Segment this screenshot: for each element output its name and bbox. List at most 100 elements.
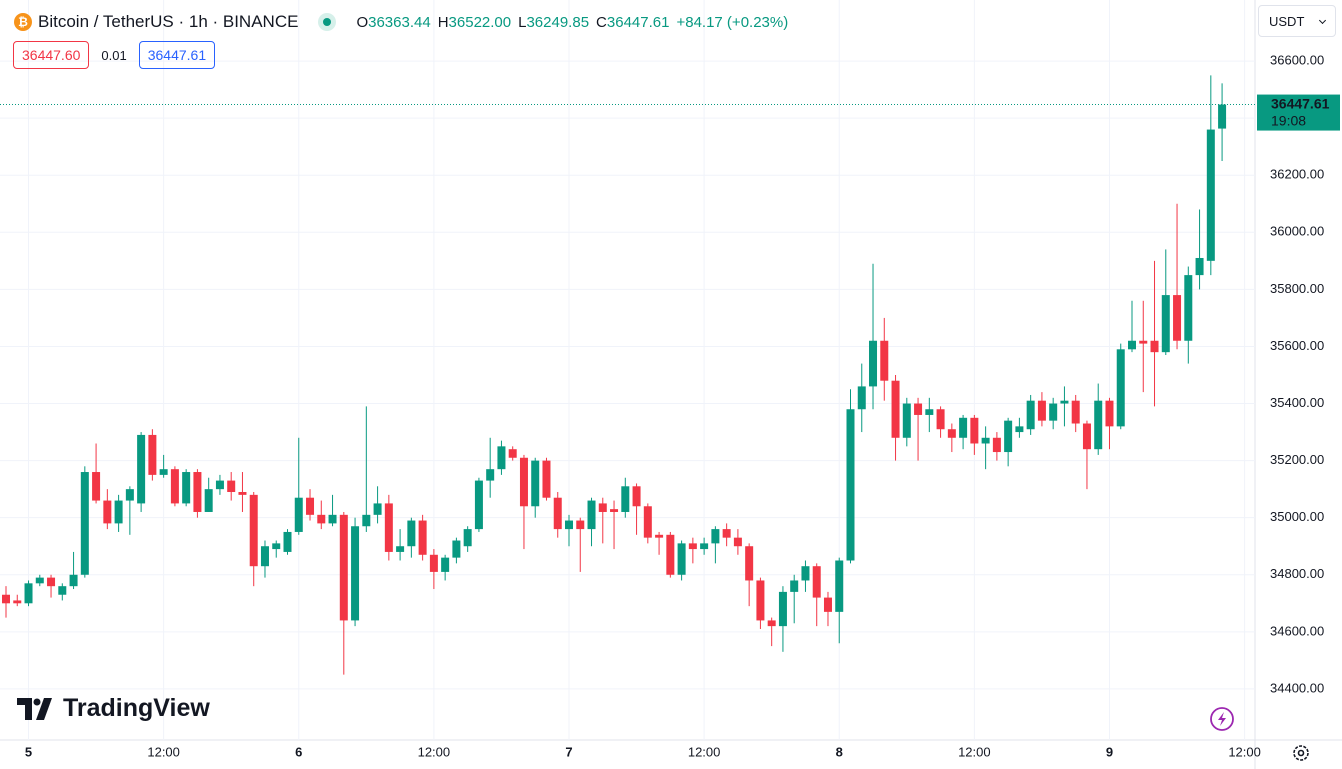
sell-price[interactable]: 36447.60	[13, 41, 90, 69]
symbol-header: ₿ Bitcoin / TetherUS · 1h · BINANCE O363…	[14, 9, 788, 35]
candle-body	[621, 486, 630, 512]
x-tick-label: 5	[25, 744, 32, 759]
candle-body	[756, 580, 765, 621]
ohlc-value: 36363.44	[368, 13, 431, 31]
candle-body	[677, 543, 686, 575]
candle-body	[812, 566, 821, 598]
settings-icon-core	[1297, 749, 1305, 757]
candle-body	[24, 583, 33, 604]
candle-body	[531, 460, 540, 507]
candle-body	[947, 429, 956, 438]
candle-body	[463, 529, 472, 547]
candle-body	[238, 492, 247, 495]
candle-body	[688, 543, 697, 550]
candle-body	[474, 480, 483, 530]
candle-body	[1060, 400, 1069, 404]
candle-body	[745, 546, 754, 581]
candle-body	[283, 531, 292, 552]
candle-body	[711, 529, 720, 544]
y-tick-label: 36000.00	[1270, 224, 1324, 239]
candle-body	[655, 534, 664, 538]
candle-body	[351, 526, 360, 621]
x-tick-label: 12:00	[1228, 744, 1261, 759]
candle-body	[992, 437, 1001, 453]
x-tick-label: 12:00	[147, 744, 180, 759]
candle-body	[384, 503, 393, 552]
candle-body	[58, 586, 67, 595]
y-tick-label: 34600.00	[1270, 623, 1324, 638]
candle-body	[1206, 129, 1215, 261]
candle-body	[925, 409, 934, 415]
candle-body	[722, 529, 731, 538]
x-tick-label: 12:00	[958, 744, 991, 759]
symbol-title[interactable]: Bitcoin / TetherUS · 1h · BINANCE	[38, 12, 299, 31]
candle-body	[486, 469, 495, 481]
last-price-label: 36447.61	[1271, 95, 1330, 111]
candle-body	[767, 620, 776, 627]
candle-body	[429, 554, 438, 572]
candle-body	[328, 514, 337, 524]
logo-text: TradingView	[63, 694, 210, 722]
candle-body	[103, 500, 112, 524]
y-tick-label: 35200.00	[1270, 452, 1324, 467]
y-tick-label: 34400.00	[1270, 680, 1324, 695]
candle-body	[114, 500, 123, 524]
logo: TradingView	[17, 694, 210, 723]
x-tick-label: 12:00	[688, 744, 721, 759]
candle-body	[47, 577, 56, 587]
candle-body	[2, 594, 10, 604]
buy-price[interactable]: 36447.61	[138, 41, 216, 69]
candle-body	[914, 403, 923, 415]
candle-body	[1094, 400, 1103, 450]
y-tick-label: 35800.00	[1270, 281, 1324, 296]
candle-body	[125, 489, 134, 501]
candle-body	[1195, 257, 1204, 276]
candle-body	[215, 480, 224, 490]
settings-button[interactable]	[1293, 745, 1309, 761]
candle-body	[542, 460, 551, 498]
candle-body	[823, 597, 832, 612]
quick-action-button[interactable]	[1210, 707, 1234, 731]
candle-body	[733, 537, 742, 547]
currency-select[interactable]: USDT	[1258, 5, 1336, 37]
candle-body	[801, 566, 810, 581]
candle-body	[204, 489, 213, 512]
market-status	[318, 13, 337, 31]
ohlc-value: 36522.00	[448, 13, 512, 31]
ohlc-key: H	[437, 13, 449, 31]
y-tick-label: 36600.00	[1270, 53, 1324, 68]
ohlc-item: O36363.44	[356, 14, 430, 31]
candle-body	[339, 514, 348, 621]
candle-body	[643, 506, 652, 538]
candle-body	[1161, 295, 1170, 353]
candle-body	[1128, 340, 1136, 350]
candle-body	[294, 497, 303, 532]
candle-body	[835, 560, 844, 612]
candle-body	[936, 409, 945, 430]
candle-body	[306, 497, 315, 515]
candle-body	[565, 520, 573, 530]
candle-body	[1139, 340, 1148, 344]
candle-body	[193, 472, 202, 512]
candle-body	[249, 494, 258, 567]
settings-icon	[1293, 745, 1309, 761]
candle-body	[846, 409, 855, 561]
ohlc-key: L	[518, 13, 527, 31]
x-tick-label: 9	[1106, 744, 1113, 759]
ohlc-item: C36447.61	[596, 14, 669, 31]
candle-body	[317, 514, 326, 524]
y-tick-label: 34800.00	[1270, 566, 1324, 581]
y-tick-label: 36200.00	[1270, 167, 1324, 182]
spread: 0.01	[101, 47, 127, 63]
candle-body	[272, 543, 281, 550]
candle-body	[981, 437, 990, 444]
ohlc-key: C	[596, 13, 607, 31]
candle-body	[418, 520, 427, 555]
candle-body	[362, 514, 371, 527]
candle-body	[857, 386, 866, 410]
ohlc-item: H36522.00	[438, 14, 511, 31]
quotes: 36447.60 0.01 36447.61	[13, 41, 216, 69]
candle-body	[1105, 400, 1114, 427]
candle-body	[508, 449, 517, 458]
